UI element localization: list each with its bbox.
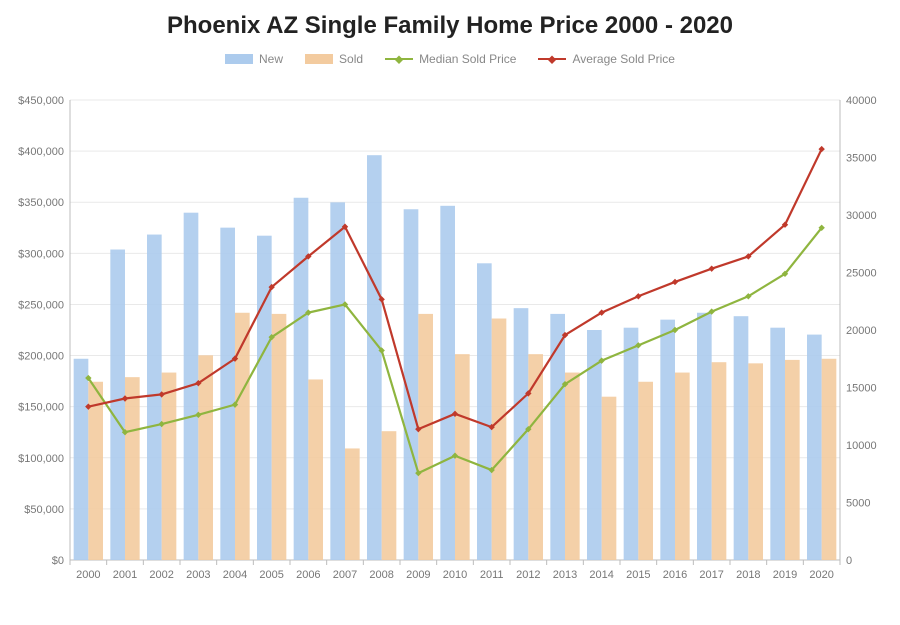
- bar-new: [294, 198, 309, 560]
- svg-text:2000: 2000: [76, 569, 100, 581]
- svg-text:$0: $0: [52, 555, 64, 567]
- svg-text:2016: 2016: [663, 569, 687, 581]
- bar-sold: [785, 360, 800, 560]
- legend-label: Median Sold Price: [419, 52, 516, 66]
- bar-new: [74, 359, 89, 560]
- svg-text:0: 0: [846, 555, 852, 567]
- line-average-marker: [635, 293, 641, 299]
- bar-sold: [822, 359, 837, 560]
- bar-new: [477, 263, 492, 560]
- svg-text:2015: 2015: [626, 569, 650, 581]
- svg-text:$50,000: $50,000: [24, 504, 64, 516]
- svg-text:$100,000: $100,000: [18, 453, 64, 465]
- svg-text:2014: 2014: [589, 569, 613, 581]
- svg-text:2004: 2004: [223, 569, 247, 581]
- svg-text:2020: 2020: [809, 569, 833, 581]
- legend-label: Average Sold Price: [572, 52, 675, 66]
- bar-sold: [235, 313, 250, 560]
- bar-new: [624, 328, 639, 560]
- plot-area: $0 $50,000 $100,000 $150,000 $200,000 $250,00…: [0, 90, 900, 590]
- svg-text:2006: 2006: [296, 569, 320, 581]
- svg-text:2005: 2005: [259, 569, 283, 581]
- bar-new: [147, 235, 162, 560]
- svg-text:2013: 2013: [553, 569, 577, 581]
- svg-text:15000: 15000: [846, 383, 877, 395]
- bar-sold: [528, 354, 543, 560]
- bar-new: [110, 250, 125, 561]
- legend-swatch-new: [225, 54, 253, 64]
- bar-new: [514, 308, 529, 560]
- bar-sold: [638, 382, 653, 560]
- svg-text:40000: 40000: [846, 95, 877, 107]
- bar-sold: [712, 362, 727, 560]
- svg-text:$300,000: $300,000: [18, 248, 64, 260]
- bar-new: [550, 314, 565, 560]
- svg-text:2003: 2003: [186, 569, 210, 581]
- svg-text:2017: 2017: [699, 569, 723, 581]
- svg-text:$200,000: $200,000: [18, 351, 64, 363]
- svg-text:2008: 2008: [369, 569, 393, 581]
- legend: New Sold Median Sold Price Average Sold …: [0, 52, 900, 66]
- legend-item-average: Average Sold Price: [538, 52, 675, 66]
- svg-text:2002: 2002: [149, 569, 173, 581]
- svg-text:$350,000: $350,000: [18, 197, 64, 209]
- svg-text:$400,000: $400,000: [18, 146, 64, 158]
- bar-sold: [382, 431, 397, 560]
- legend-item-median: Median Sold Price: [385, 52, 516, 66]
- svg-text:2019: 2019: [773, 569, 797, 581]
- svg-text:30000: 30000: [846, 210, 877, 222]
- bar-sold: [565, 373, 580, 560]
- bar-sold: [198, 355, 213, 560]
- bar-new: [367, 155, 382, 560]
- chart-container: { "title": "Phoenix AZ Single Family Hom…: [0, 0, 900, 625]
- bar-new: [770, 328, 785, 560]
- bar-new: [807, 335, 822, 560]
- legend-swatch-median: [385, 58, 413, 60]
- bar-sold: [418, 314, 433, 560]
- bar-new: [330, 202, 345, 560]
- bar-sold: [272, 314, 287, 560]
- svg-text:$250,000: $250,000: [18, 299, 64, 311]
- svg-text:25000: 25000: [846, 268, 877, 280]
- bar-sold: [162, 373, 177, 560]
- bar-new: [220, 228, 235, 560]
- svg-text:20000: 20000: [846, 325, 877, 337]
- svg-text:2007: 2007: [333, 569, 357, 581]
- line-average-marker: [708, 265, 714, 271]
- bar-new: [734, 316, 749, 560]
- bar-sold: [88, 382, 103, 560]
- svg-text:10000: 10000: [846, 440, 877, 452]
- svg-text:2001: 2001: [113, 569, 137, 581]
- bar-sold: [492, 319, 507, 561]
- svg-text:5000: 5000: [846, 498, 870, 510]
- bar-sold: [675, 373, 690, 560]
- legend-swatch-sold: [305, 54, 333, 64]
- bar-sold: [308, 379, 323, 560]
- bar-new: [660, 320, 675, 560]
- svg-text:2010: 2010: [443, 569, 467, 581]
- bar-new: [697, 313, 712, 560]
- legend-label: Sold: [339, 52, 363, 66]
- svg-text:2018: 2018: [736, 569, 760, 581]
- bar-sold: [345, 448, 360, 560]
- svg-text:2009: 2009: [406, 569, 430, 581]
- chart-title: Phoenix AZ Single Family Home Price 2000…: [0, 0, 900, 40]
- legend-swatch-average: [538, 58, 566, 60]
- chart-svg: $0 $50,000 $100,000 $150,000 $200,000 $250,00…: [0, 90, 900, 590]
- line-average-marker: [672, 279, 678, 285]
- bar-sold: [748, 363, 763, 560]
- legend-item-new: New: [225, 52, 283, 66]
- svg-text:2011: 2011: [480, 569, 504, 581]
- svg-text:35000: 35000: [846, 153, 877, 165]
- bar-new: [440, 206, 455, 560]
- bar-new: [257, 236, 272, 560]
- svg-text:2012: 2012: [516, 569, 540, 581]
- bar-sold: [602, 397, 617, 560]
- bar-sold: [125, 377, 140, 560]
- legend-item-sold: Sold: [305, 52, 363, 66]
- legend-label: New: [259, 52, 283, 66]
- svg-text:$150,000: $150,000: [18, 402, 64, 414]
- svg-text:$450,000: $450,000: [18, 95, 64, 107]
